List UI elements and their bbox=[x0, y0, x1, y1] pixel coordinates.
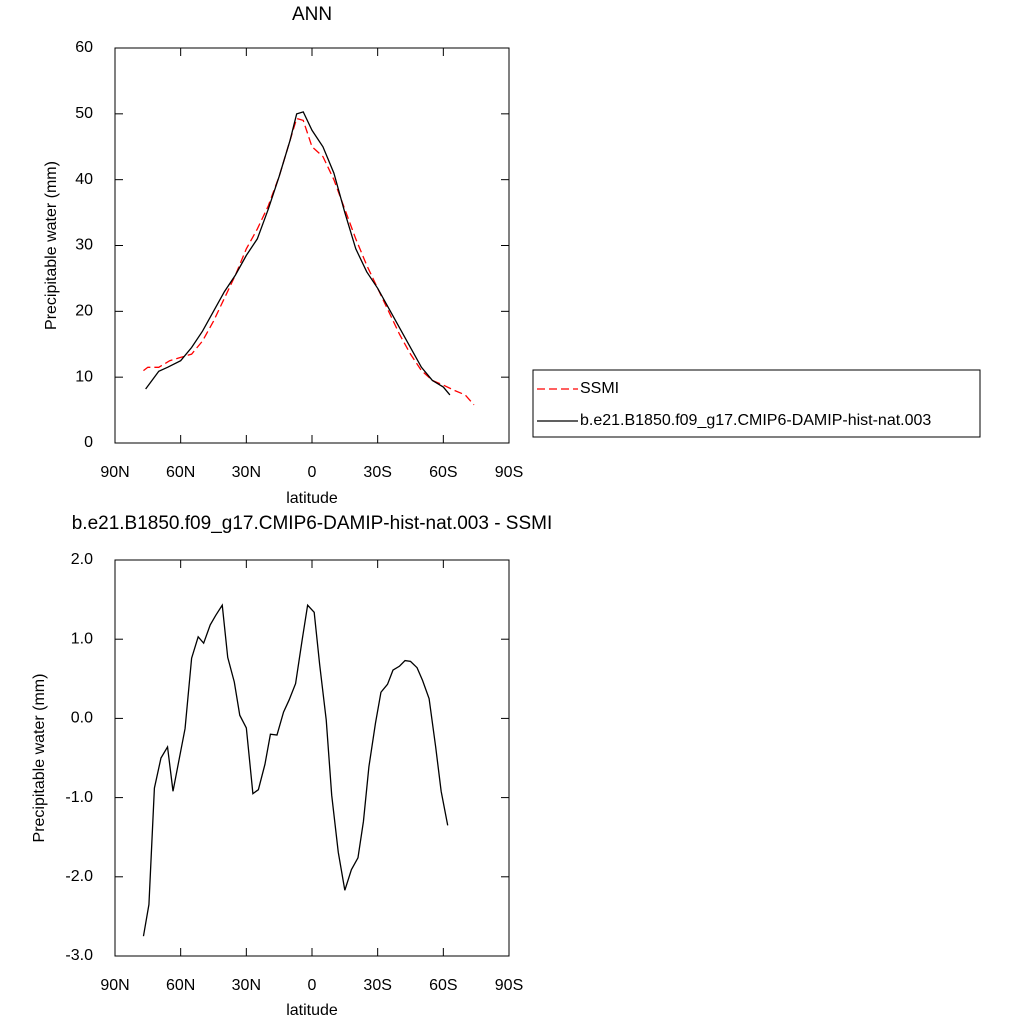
x-tick-label: 90N bbox=[100, 977, 129, 994]
data-line bbox=[143, 117, 475, 406]
data-line bbox=[145, 111, 451, 396]
legend-label: SSMI bbox=[580, 380, 619, 397]
x-tick-label: 60N bbox=[166, 464, 195, 481]
y-axis-label: Precipitable water (mm) bbox=[43, 161, 60, 330]
legend-box bbox=[532, 369, 981, 438]
x-axis-label: latitude bbox=[286, 1002, 338, 1019]
plot-frame bbox=[114, 47, 510, 444]
x-tick-label: 90N bbox=[100, 464, 129, 481]
x-tick-label: 90S bbox=[495, 464, 523, 481]
x-tick-label: 90S bbox=[495, 977, 523, 994]
y-tick-label: 0.0 bbox=[71, 710, 93, 727]
chart-title: b.e21.B1850.f09_g17.CMIP6-DAMIP-hist-nat… bbox=[72, 513, 553, 534]
y-tick-label: 10 bbox=[75, 368, 93, 385]
chart-title: ANN bbox=[292, 4, 332, 25]
y-tick-label: 30 bbox=[75, 237, 93, 254]
y-tick-label: 0 bbox=[84, 434, 93, 451]
x-tick-label: 60S bbox=[429, 977, 457, 994]
plot-frame bbox=[114, 559, 510, 957]
y-tick-label: 1.0 bbox=[71, 630, 93, 647]
x-tick-label: 60S bbox=[429, 464, 457, 481]
legend-label: b.e21.B1850.f09_g17.CMIP6-DAMIP-hist-nat… bbox=[580, 412, 931, 429]
x-tick-label: 30N bbox=[232, 464, 261, 481]
y-axis-label: Precipitable water (mm) bbox=[31, 674, 48, 843]
y-tick-label: 20 bbox=[75, 303, 93, 320]
y-tick-label: -1.0 bbox=[65, 789, 93, 806]
y-tick-label: -2.0 bbox=[65, 868, 93, 885]
y-tick-label: 2.0 bbox=[71, 551, 93, 568]
x-tick-label: 0 bbox=[308, 464, 317, 481]
x-tick-label: 30N bbox=[232, 977, 261, 994]
y-tick-label: 60 bbox=[75, 39, 93, 56]
x-tick-label: 0 bbox=[308, 977, 317, 994]
x-tick-label: 30S bbox=[363, 464, 391, 481]
x-tick-label: 30S bbox=[363, 977, 391, 994]
y-tick-label: -3.0 bbox=[65, 947, 93, 964]
x-tick-label: 60N bbox=[166, 977, 195, 994]
x-axis-label: latitude bbox=[286, 490, 338, 507]
y-tick-label: 50 bbox=[75, 105, 93, 122]
y-tick-label: 40 bbox=[75, 171, 93, 188]
data-line bbox=[142, 603, 449, 937]
